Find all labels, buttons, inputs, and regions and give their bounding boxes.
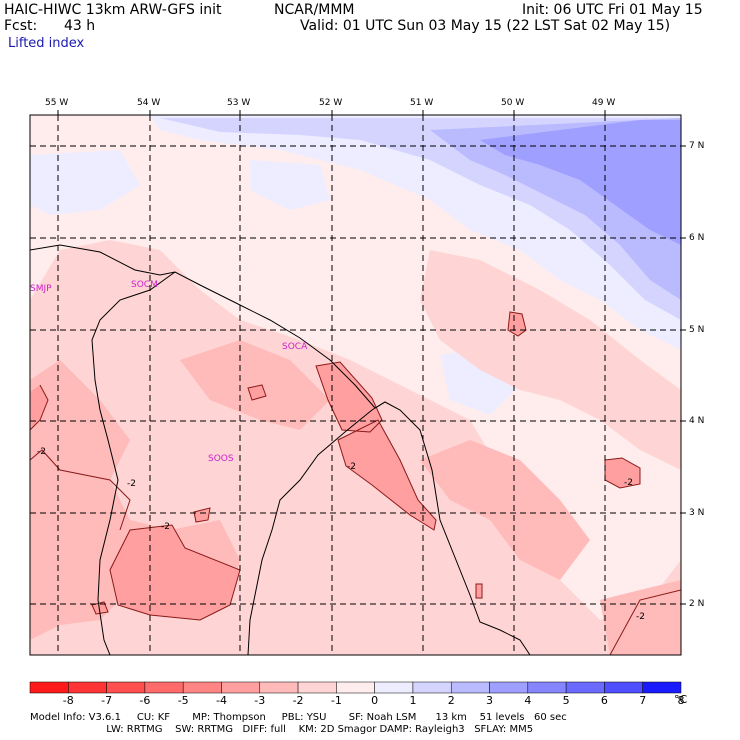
contour-line bbox=[475, 583, 483, 599]
colorbar-swatch bbox=[336, 681, 375, 694]
contour-line bbox=[193, 507, 211, 523]
colorbar-value: -2 bbox=[292, 694, 304, 707]
lon-label: 54 W bbox=[137, 98, 161, 108]
colorbar-swatch bbox=[106, 681, 146, 694]
colorbar-value: -6 bbox=[139, 694, 151, 707]
colorbar-value: -3 bbox=[254, 694, 266, 707]
contour-line bbox=[337, 419, 437, 531]
lon-label: 51 W bbox=[410, 98, 434, 108]
colorbar-swatch bbox=[221, 681, 261, 694]
contour-line bbox=[609, 589, 681, 655]
colorbar-swatch bbox=[297, 681, 337, 694]
contour-label: -2 bbox=[636, 612, 645, 622]
model-title: HAIC-HIWC 13km ARW-GFS init bbox=[4, 2, 222, 18]
colorbar-value: -5 bbox=[177, 694, 189, 707]
colorbar-value: 5 bbox=[562, 694, 570, 707]
colorbar-unit: °C bbox=[674, 693, 688, 706]
colorbar-swatch bbox=[259, 681, 299, 694]
model-info-line1: Model Info: V3.6.1 CU: KF MP: Thompson P… bbox=[30, 712, 567, 723]
lon-label: 55 W bbox=[45, 98, 69, 108]
colorbar-value: 6 bbox=[600, 694, 608, 707]
contour-line bbox=[507, 311, 527, 337]
map-frame bbox=[29, 114, 682, 656]
contour-label: -2 bbox=[161, 522, 170, 532]
colorbar-swatch bbox=[527, 681, 567, 694]
border-line bbox=[247, 401, 386, 655]
station-label: SOCM bbox=[131, 280, 158, 290]
colorbar-value: 7 bbox=[639, 694, 647, 707]
colorbar-value: 3 bbox=[486, 694, 494, 707]
lat-label: 4 N bbox=[689, 416, 705, 426]
lat-label: 2 N bbox=[689, 599, 705, 609]
colorbar-swatch bbox=[565, 681, 605, 694]
contour-line bbox=[30, 384, 49, 431]
colorbar-swatch bbox=[144, 681, 184, 694]
colorbar-swatch bbox=[374, 681, 414, 694]
border-line bbox=[91, 271, 176, 655]
colorbar-swatch bbox=[604, 681, 643, 694]
contour-line bbox=[91, 601, 109, 615]
valid-time: Valid: 01 UTC Sun 03 May 15 (22 LST Sat … bbox=[300, 18, 671, 34]
lon-label: 49 W bbox=[592, 98, 616, 108]
colorbar-value: 4 bbox=[524, 694, 532, 707]
forecast-label: Fcst: bbox=[4, 18, 38, 34]
contour-line bbox=[30, 449, 131, 531]
colorbar-swatch bbox=[642, 681, 682, 694]
init-time: Init: 06 UTC Fri 01 May 15 bbox=[522, 2, 703, 18]
contour-line bbox=[315, 361, 383, 433]
coastline bbox=[30, 244, 531, 655]
colorbar-value: 1 bbox=[409, 694, 417, 707]
contour-label: -2 bbox=[37, 447, 46, 457]
colorbar-value: 8 bbox=[677, 694, 685, 707]
colorbar-swatch bbox=[29, 681, 69, 694]
lat-label: 6 N bbox=[689, 233, 705, 243]
model-info-line2: LW: RRTMG SW: RRTMG DIFF: full KM: 2D Sm… bbox=[30, 724, 534, 735]
lat-label: 7 N bbox=[689, 141, 705, 151]
org-label: NCAR/MMM bbox=[274, 2, 355, 18]
contour-label: -2 bbox=[347, 462, 356, 472]
lon-label: 53 W bbox=[227, 98, 251, 108]
station-label: SOCA bbox=[282, 342, 308, 352]
colorbar-swatch bbox=[489, 681, 529, 694]
colorbar-value: -7 bbox=[101, 694, 113, 707]
lat-label: 3 N bbox=[689, 508, 705, 518]
forecast-hour: 43 h bbox=[64, 18, 96, 34]
colorbar-value: -4 bbox=[215, 694, 227, 707]
colorbar-value: -1 bbox=[330, 694, 342, 707]
contour-label: -2 bbox=[127, 479, 136, 489]
colorbar-swatch bbox=[68, 681, 107, 694]
station-label: SMJP bbox=[30, 284, 52, 294]
stable-region-core bbox=[480, 120, 681, 245]
colorbar-value: 2 bbox=[447, 694, 455, 707]
contour-line bbox=[247, 384, 267, 401]
colorbar-swatch bbox=[450, 681, 490, 694]
lon-label: 50 W bbox=[501, 98, 525, 108]
contour-label: -2 bbox=[624, 478, 633, 488]
colorbar-value: 0 bbox=[371, 694, 379, 707]
colorbar-swatch bbox=[412, 681, 452, 694]
colorbar-value: -8 bbox=[62, 694, 74, 707]
contour-line bbox=[109, 524, 241, 621]
lon-label: 52 W bbox=[319, 98, 343, 108]
field-name: Lifted index bbox=[8, 36, 85, 51]
colorbar-swatch bbox=[182, 681, 222, 694]
lat-label: 5 N bbox=[689, 325, 705, 335]
station-label: SOOS bbox=[208, 454, 234, 464]
